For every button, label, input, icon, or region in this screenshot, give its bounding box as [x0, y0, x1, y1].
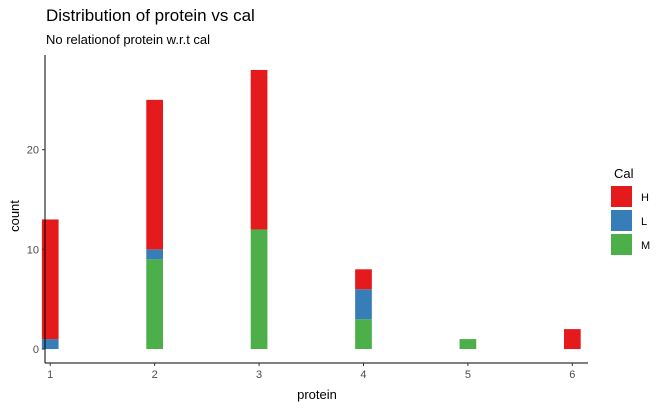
- bar-H-x1: [41, 219, 59, 340]
- x-tick-label: 2: [152, 369, 158, 381]
- bar-M-x5: [459, 339, 477, 350]
- bar-H-x4: [355, 269, 372, 290]
- chart-title: Distribution of protein vs cal: [46, 6, 255, 25]
- x-axis-title: protein: [297, 387, 337, 402]
- bar-H-x6: [563, 329, 581, 350]
- ticks-layer: 1 2 3 4 5 6 0 10 20: [27, 145, 576, 381]
- x-tick-label: 4: [360, 369, 366, 381]
- legend-swatch-L: [611, 210, 632, 231]
- bar-L-x2: [146, 249, 163, 260]
- bar-M-x4: [355, 319, 372, 350]
- x-tick-label: 5: [465, 369, 471, 381]
- y-tick-label: 0: [33, 344, 39, 356]
- y-tick-label: 10: [27, 244, 39, 256]
- bar-L-x1: [41, 339, 59, 350]
- legend-swatch-M: [611, 234, 632, 255]
- legend-label-H: H: [641, 192, 649, 204]
- bar-H-x3: [250, 69, 268, 230]
- x-tick-label: 1: [47, 369, 53, 381]
- x-tick-label: 3: [256, 369, 262, 381]
- bars-layer: [41, 69, 581, 350]
- bar-H-x2: [146, 99, 163, 250]
- legend-swatch-H: [611, 186, 632, 207]
- y-axis-title: count: [7, 200, 22, 232]
- legend-label-M: M: [641, 240, 650, 252]
- y-tick-label: 20: [27, 145, 39, 157]
- legend-label-L: L: [641, 216, 647, 228]
- chart-subtitle: No relationof protein w.r.t cal: [46, 32, 211, 47]
- bar-M-x2: [146, 259, 163, 350]
- legend: Cal HLM: [611, 166, 650, 255]
- bar-M-x3: [250, 229, 268, 350]
- bar-L-x4: [355, 289, 372, 320]
- legend-title: Cal: [614, 166, 634, 181]
- x-tick-label: 6: [569, 369, 575, 381]
